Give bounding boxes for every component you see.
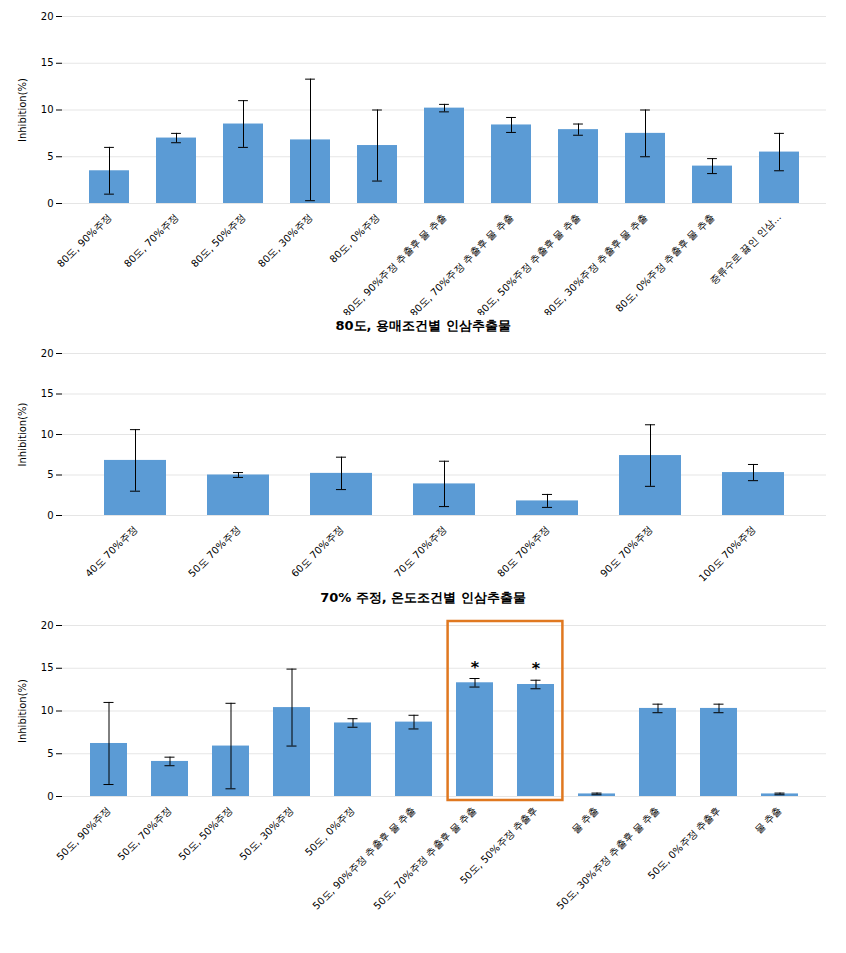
svg-text:물 추출: 물 추출: [752, 804, 783, 835]
svg-text:50도, 90%주정: 50도, 90%주정: [54, 804, 112, 862]
svg-text:15: 15: [41, 662, 54, 673]
html-text:80도, 용매조건별 인삼추출물: 80도, 용매조건별 인삼추출물: [335, 318, 511, 333]
svg-text:80도, 50%주정: 80도, 50%주정: [189, 211, 247, 269]
svg-text:15: 15: [41, 57, 54, 68]
svg-text:20: 20: [41, 620, 54, 631]
svg-text:5: 5: [47, 151, 53, 162]
svg-text:60도 70%주정: 60도 70%주정: [289, 523, 345, 579]
svg-text:5: 5: [47, 469, 53, 480]
svg-text:50도, 50%주정: 50도, 50%주정: [176, 804, 234, 862]
svg-text:50도, 70%주정 추출후 물 추출: 50도, 70%주정 추출후 물 추출: [371, 804, 478, 911]
svg-text:10: 10: [41, 104, 54, 115]
svg-text:40도 70%주정: 40도 70%주정: [83, 523, 139, 579]
svg-text:50도, 50%주정 추출후: 50도, 50%주정 추출후: [458, 804, 540, 886]
svg-text:20: 20: [41, 11, 54, 22]
svg-text:10: 10: [41, 429, 54, 440]
svg-text:0: 0: [47, 791, 53, 802]
svg-text:80도, 70%주정: 80도, 70%주정: [122, 211, 180, 269]
svg-text:*: *: [532, 659, 541, 678]
svg-text:50도, 0%주정: 50도, 0%주정: [303, 804, 357, 858]
svg-text:80도 70%주정: 80도 70%주정: [495, 523, 551, 579]
svg-text:10: 10: [41, 705, 54, 716]
svg-text:90도 70%주정: 90도 70%주정: [598, 523, 654, 579]
svg-text:15: 15: [41, 388, 54, 399]
svg-text:80도, 90%주정: 80도, 90%주정: [55, 211, 113, 269]
svg-text:50도 70%주정: 50도 70%주정: [186, 523, 242, 579]
svg-text:80도, 0%주정 추출후 물 추출: 80도, 0%주정 추출후 물 추출: [613, 211, 716, 314]
svg-text:증류수로 끓인 인삼...: 증류수로 끓인 인삼...: [708, 211, 784, 287]
svg-text:0: 0: [47, 510, 53, 521]
svg-text:50도, 30%주정 추출후 물 추출: 50도, 30%주정 추출후 물 추출: [554, 804, 661, 911]
svg-text:70도 70%주정: 70도 70%주정: [392, 523, 448, 579]
svg-text:50도, 90%주정 추출후 물 추출: 50도, 90%주정 추출후 물 추출: [310, 804, 417, 911]
svg-text:물 추출: 물 추출: [569, 804, 600, 835]
svg-text:50도, 70%주정: 50도, 70%주정: [115, 804, 173, 862]
svg-text:Inhibition(%): Inhibition(%): [17, 78, 28, 142]
svg-text:0: 0: [47, 198, 53, 209]
svg-text:20: 20: [41, 348, 54, 359]
svg-text:50도, 30%주정: 50도, 30%주정: [237, 804, 295, 862]
svg-text:Inhibition(%): Inhibition(%): [17, 402, 28, 466]
html-text:70% 주정, 온도조건별 인삼추출물: 70% 주정, 온도조건별 인삼추출물: [320, 590, 526, 605]
svg-text:Inhibition(%): Inhibition(%): [17, 679, 28, 743]
svg-text:100도 70%주정: 100도 70%주정: [697, 523, 757, 583]
svg-text:80도, 0%주정: 80도, 0%주정: [327, 211, 381, 265]
svg-text:50도, 0%주정 추출후: 50도, 0%주정 추출후: [646, 804, 723, 881]
svg-text:*: *: [471, 658, 480, 677]
svg-text:5: 5: [47, 748, 53, 759]
svg-text:80도, 30%주정: 80도, 30%주정: [256, 211, 314, 269]
